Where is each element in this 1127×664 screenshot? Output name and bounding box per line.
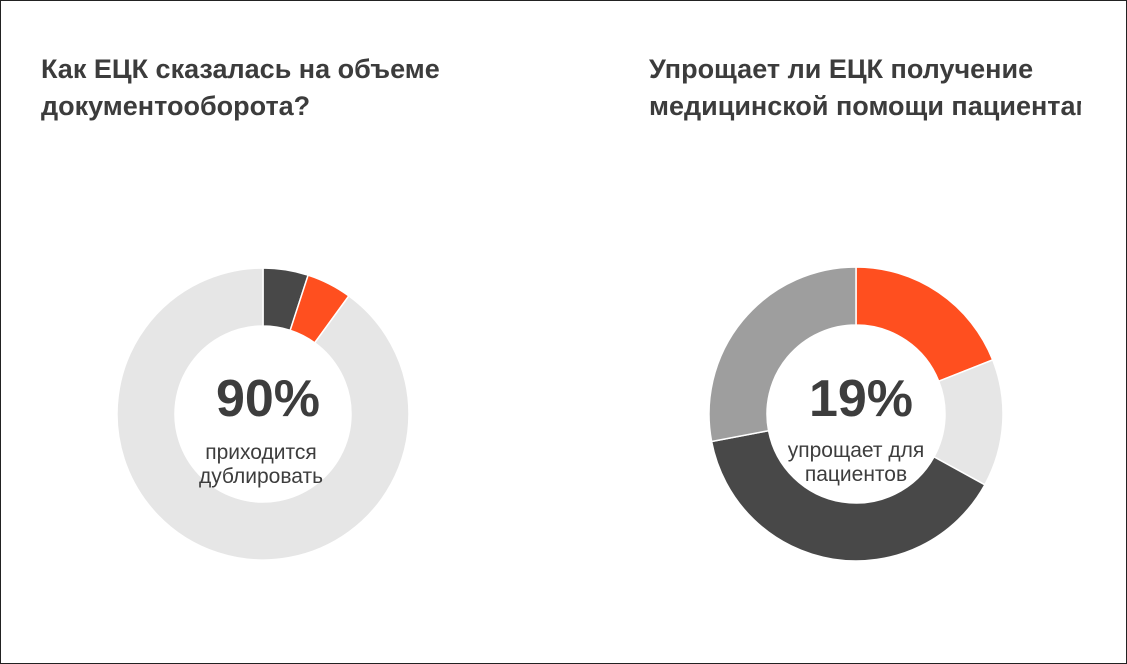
donut-chart-patient-care <box>708 266 1004 562</box>
donut-slice <box>708 266 857 443</box>
donut-slice <box>116 267 410 561</box>
center-caption-line-2: дублировать <box>198 465 324 488</box>
chart-title: Упрощает ли ЕЦК получение медицинской по… <box>649 51 1081 125</box>
center-caption-line-1: приходится <box>205 441 317 464</box>
center-value: 19% <box>808 370 914 428</box>
donut-slice <box>710 429 986 562</box>
donut-chart-duplication <box>116 267 410 561</box>
chart-title-line-1: Как ЕЦК сказалась на объеме <box>41 54 440 84</box>
chart-title-line-1: Упрощает ли ЕЦК получение <box>649 54 1034 84</box>
donut-slice <box>855 266 994 383</box>
center-caption: приходится дублировать <box>131 441 391 489</box>
chart-panel-patient-care: Упрощает ли ЕЦК получение медицинской по… <box>561 1 1126 663</box>
chart-title: Как ЕЦК сказалась на объеме документообо… <box>41 51 440 125</box>
center-caption-line-2: пациентов <box>804 463 908 486</box>
center-value: 90% <box>215 370 321 428</box>
chart-title-line-2: медицинской помощи пациентам <box>649 91 1081 121</box>
chart-title-line-2: документооборота? <box>41 91 311 121</box>
chart-panel-duplication: Как ЕЦК сказалась на объеме документообо… <box>1 1 561 663</box>
center-caption: упрощает для пациентов <box>726 439 986 487</box>
center-caption-line-1: упрощает для <box>787 439 925 462</box>
